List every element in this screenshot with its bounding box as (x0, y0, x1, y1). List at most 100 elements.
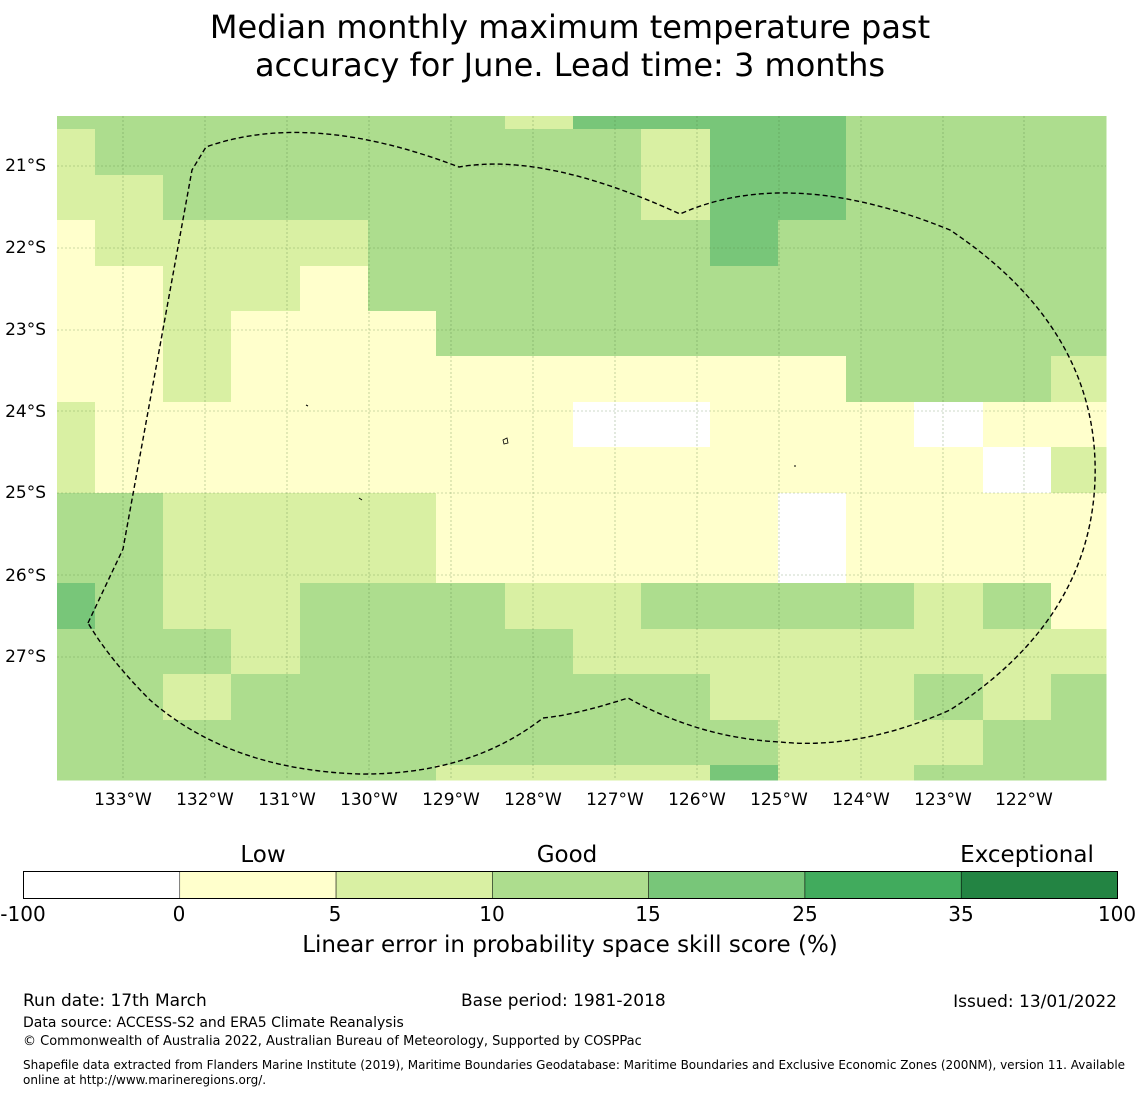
grid-cell (573, 720, 642, 766)
colorbar-tick: 5 (328, 902, 342, 926)
grid-cell (914, 674, 984, 721)
grid-cell (1051, 402, 1107, 448)
grid-cell (573, 402, 642, 448)
grid-cell (1051, 720, 1107, 766)
grid-cell (1051, 129, 1107, 176)
grid-cell (368, 493, 437, 539)
grid-cell (163, 447, 232, 494)
grid-cell (95, 311, 164, 357)
lon-label: 123°W (914, 790, 972, 810)
colorbar-segment (648, 871, 806, 899)
category-exceptional: Exceptional (960, 842, 1094, 868)
colorbar-segment (335, 871, 493, 899)
graticule (57, 116, 1106, 780)
grid-cell (1051, 447, 1107, 494)
grid-cell (641, 583, 711, 630)
grid-cell (573, 674, 642, 721)
grid-cell (368, 765, 437, 781)
grid-cell (710, 311, 779, 357)
grid-cell (231, 720, 301, 766)
grid-cell (983, 674, 1052, 721)
grid-cell (505, 402, 574, 448)
grid-cell (778, 175, 847, 221)
grid-cell (914, 493, 984, 539)
grid-cell (573, 311, 642, 357)
grid-cell (57, 220, 96, 267)
grid-cell (163, 629, 232, 675)
grid-cell (710, 356, 779, 403)
grid-cell (368, 674, 437, 721)
grid-cell (846, 447, 915, 494)
grid-cell (778, 447, 847, 494)
grid-cell (368, 129, 437, 176)
grid-cell (1051, 311, 1107, 357)
grid-cell (95, 356, 164, 403)
grid-cell (914, 765, 984, 781)
grid-cell (436, 116, 506, 130)
colorbar-tick: 0 (172, 902, 186, 926)
grid-cell (914, 175, 984, 221)
chart-title: Median monthly maximum temperature past … (70, 8, 1070, 84)
colorbar-tick: 10 (479, 902, 505, 926)
lon-label: 130°W (340, 790, 398, 810)
colorbar (23, 871, 1118, 899)
grid-cell (368, 402, 437, 448)
grid-cell (163, 493, 232, 539)
grid-cell (983, 129, 1052, 176)
grid-cell (641, 220, 711, 267)
grid-cell (846, 266, 915, 312)
grid-cell (368, 311, 437, 357)
grid-cell (57, 356, 96, 403)
grid-cell (778, 538, 847, 584)
eez-boundary (87, 131, 1096, 775)
grid-cell (1051, 493, 1107, 539)
grid-cell (914, 538, 984, 584)
grid-cell (95, 175, 164, 221)
grid-cell (57, 583, 96, 630)
colorbar-ticks: -100 0 5 10 15 25 35 100 (0, 902, 1140, 928)
grid-cell (368, 538, 437, 584)
grid-cell (573, 175, 642, 221)
grid-cell (231, 266, 301, 312)
grid-cell (641, 266, 711, 312)
grid-cell (710, 538, 779, 584)
grid-cell (436, 765, 506, 781)
lon-label: 133°W (94, 790, 152, 810)
colorbar-tick: 100 (1097, 902, 1137, 926)
lat-labels: 21°S 22°S 23°S 24°S 25°S 26°S 27°S (5, 156, 46, 667)
grid-cell (505, 538, 574, 584)
grid-cell (846, 493, 915, 539)
grid-cell (163, 220, 232, 267)
grid-cell (778, 311, 847, 357)
grid-cell (300, 402, 369, 448)
grid-cell (368, 356, 437, 403)
lon-label: 124°W (832, 790, 890, 810)
category-low: Low (240, 842, 286, 868)
grid-cell (641, 765, 711, 781)
grid-cell (983, 175, 1052, 221)
grid-cell (778, 220, 847, 267)
grid-cell (231, 402, 301, 448)
grid-cell (231, 583, 301, 630)
grid-cell (573, 583, 642, 630)
grid-cell (300, 493, 369, 539)
lon-label: 131°W (258, 790, 316, 810)
grid-cell (231, 356, 301, 403)
grid-cell (914, 402, 984, 448)
lon-label: 126°W (668, 790, 726, 810)
grid-cell (778, 116, 847, 130)
grid-cell (710, 629, 779, 675)
issued-date: Issued: 13/01/2022 (953, 992, 1117, 1012)
grid-cell (436, 538, 506, 584)
grid-cell (300, 447, 369, 494)
grid-cell (505, 765, 574, 781)
grid-cell (778, 629, 847, 675)
lon-label: 125°W (750, 790, 808, 810)
grid-cell (300, 583, 369, 630)
grid-cell (846, 116, 915, 130)
grid-cell (300, 220, 369, 267)
grid-cell (846, 629, 915, 675)
colorbar-label: Linear error in probability space skill … (302, 932, 838, 958)
grid-cell (163, 266, 232, 312)
grid-cell (641, 493, 711, 539)
